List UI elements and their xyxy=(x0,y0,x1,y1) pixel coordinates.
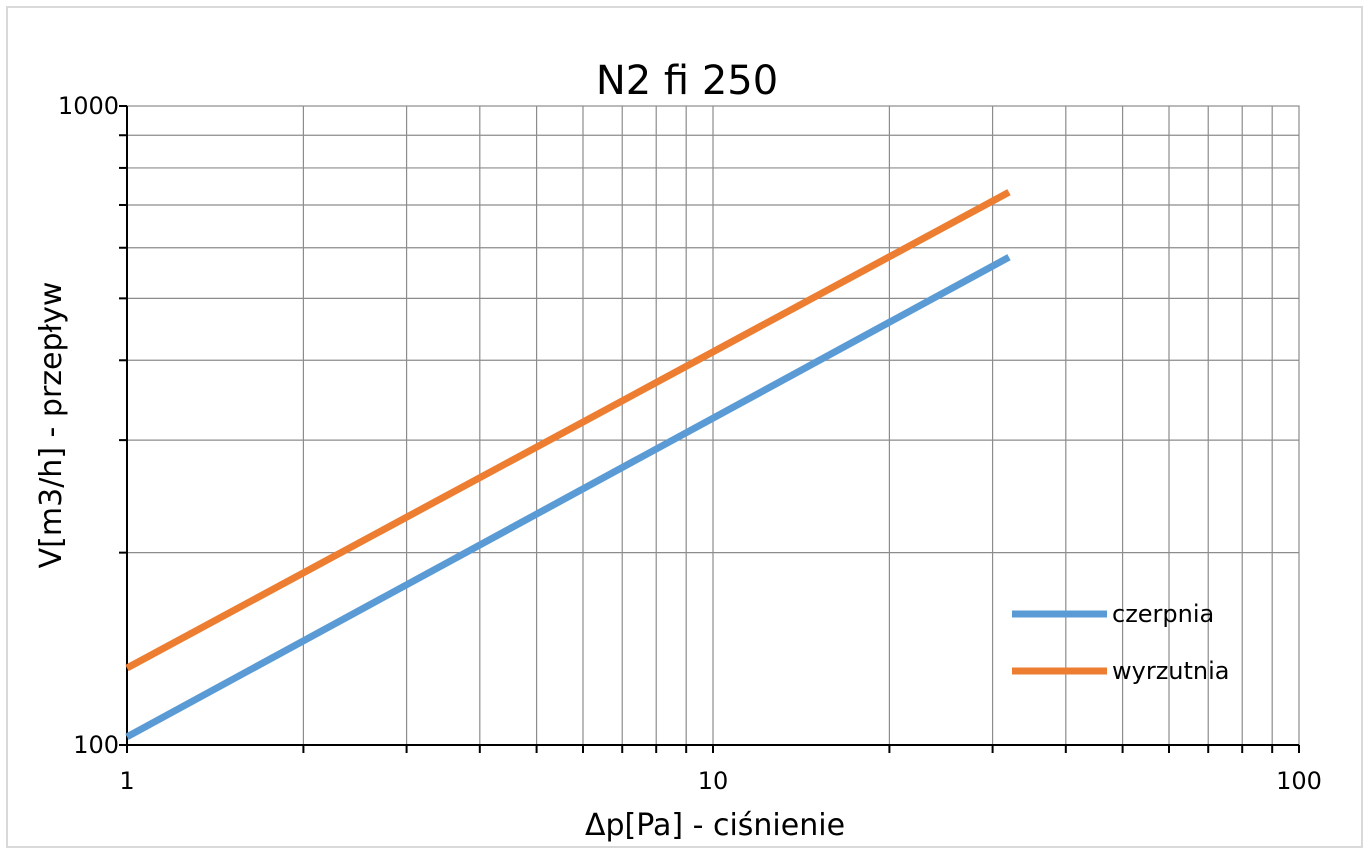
y-tick-label: 1000 xyxy=(58,92,119,120)
x-tick-label: 1 xyxy=(119,767,134,795)
x-tick-label: 10 xyxy=(698,767,729,795)
legend-label-wyrzutnia: wyrzutnia xyxy=(1112,657,1230,685)
x-axis-label: Δp[Pa] - ciśnienie xyxy=(585,808,845,843)
series-lines xyxy=(125,189,1011,740)
series-line-czerpnia xyxy=(125,254,1011,740)
y-tick-labels: 100 1000 xyxy=(58,92,119,759)
x-tick-labels: 1 10 100 xyxy=(119,767,1322,795)
grid xyxy=(127,106,1299,745)
axis-ticks xyxy=(119,105,1300,753)
legend: czerpnia wyrzutnia xyxy=(1012,600,1230,685)
series-line-wyrzutnia xyxy=(125,189,1011,672)
chart-frame xyxy=(6,6,1363,848)
legend-label-czerpnia: czerpnia xyxy=(1112,600,1214,628)
chart-title: N2 fi 250 xyxy=(596,58,778,104)
y-tick-label: 100 xyxy=(73,731,119,759)
y-axis-label: V[m3/h] - przepływ xyxy=(34,282,69,569)
x-tick-label: 100 xyxy=(1276,767,1322,795)
